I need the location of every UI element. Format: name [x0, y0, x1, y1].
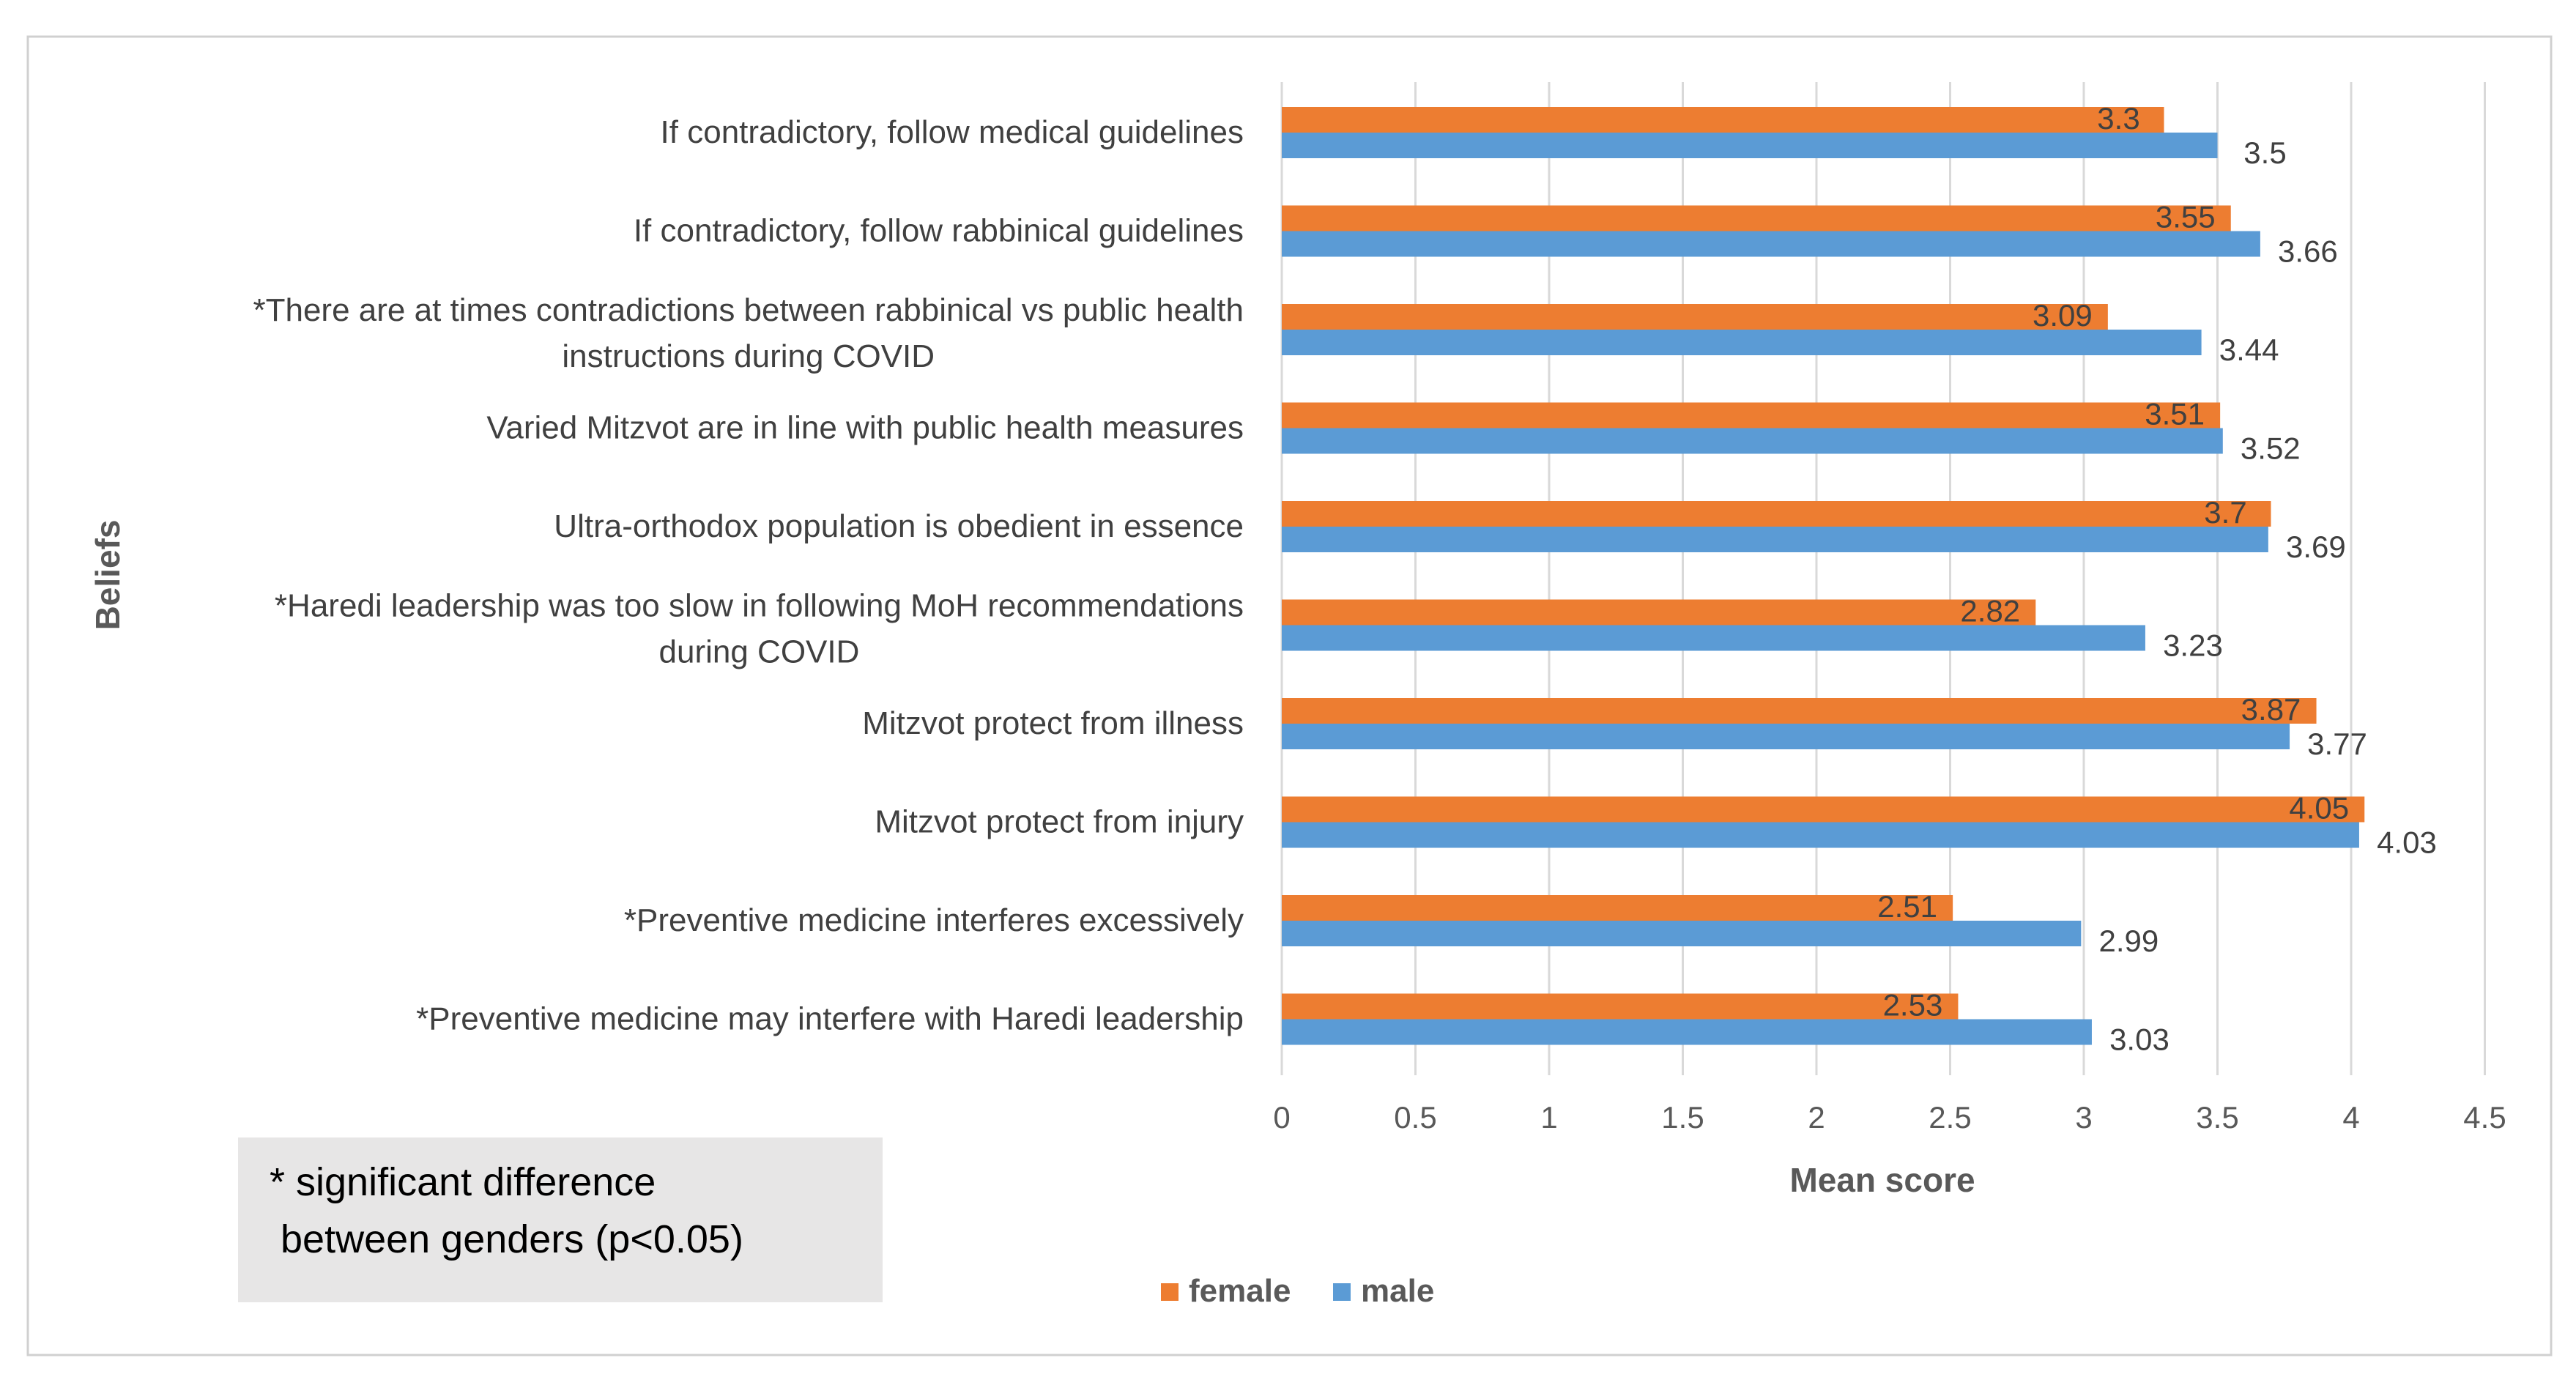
bar-male [1282, 822, 2359, 848]
bars [1282, 107, 2365, 1045]
data-label-male: 3.77 [2307, 727, 2367, 761]
category-label: *Preventive medicine interferes excessiv… [624, 902, 1244, 938]
data-label-male: 2.99 [2098, 924, 2159, 958]
bar-female [1282, 304, 2108, 330]
category-label-line: during COVID [659, 634, 860, 670]
category-label-line: *Haredi leadership was too slow in follo… [275, 588, 1244, 624]
x-tick-label: 3 [2075, 1100, 2092, 1135]
category-label: Varied Mitzvot are in line with public h… [486, 410, 1244, 446]
legend-swatch-male [1333, 1283, 1351, 1301]
bar-male [1282, 625, 2145, 651]
x-axis-title: Mean score [1789, 1161, 1975, 1199]
x-tick-label: 0.5 [1394, 1100, 1436, 1135]
data-label-female: 3.87 [2241, 692, 2301, 727]
category-label-line: instructions during COVID [562, 338, 935, 374]
category-label: *Preventive medicine may interfere with … [416, 1001, 1244, 1037]
category-labels: If contradictory, follow medical guideli… [253, 114, 1244, 1037]
category-label: Mitzvot protect from illness [862, 705, 1244, 741]
data-label-female: 3.55 [2156, 200, 2216, 234]
bar-female [1282, 993, 1959, 1020]
category-label: *There are at times contradictions betwe… [253, 292, 1244, 374]
x-tick-label: 0 [1273, 1100, 1290, 1135]
bar-male [1282, 527, 2268, 552]
bar-male [1282, 330, 2202, 355]
legend: female male [1161, 1273, 1434, 1309]
category-label: *Haredi leadership was too slow in follo… [275, 588, 1244, 670]
bar-male [1282, 724, 2290, 749]
data-label-male: 3.03 [2109, 1022, 2169, 1057]
note-background [238, 1137, 883, 1302]
bar-male [1282, 231, 2260, 257]
data-label-male: 3.52 [2241, 431, 2301, 466]
x-tick-label: 3.5 [2196, 1100, 2238, 1135]
data-label-female: 3.09 [2033, 298, 2093, 333]
category-label: If contradictory, follow medical guideli… [661, 114, 1244, 150]
bar-female [1282, 895, 1953, 921]
data-label-female: 4.05 [2289, 791, 2349, 825]
legend-swatch-female [1161, 1283, 1178, 1301]
note-line-1: * significant difference [270, 1160, 656, 1204]
x-tick-label: 4.5 [2463, 1100, 2506, 1135]
x-tick-label: 4 [2342, 1100, 2359, 1135]
data-label-male: 3.5 [2243, 136, 2286, 170]
bar-female [1282, 205, 2231, 231]
category-label: If contradictory, follow rabbinical guid… [634, 213, 1244, 249]
data-labels: 3.3 3.5 3.55 3.66 3.09 3.44 3.51 3.52 3.7 3.69 2.8… [1877, 101, 2437, 1057]
x-tick-label: 1 [1540, 1100, 1557, 1135]
legend-label-female: female [1189, 1273, 1291, 1309]
data-label-male: 4.03 [2377, 825, 2437, 860]
note-line-2: between genders (p<0.05) [270, 1217, 743, 1261]
bar-female [1282, 107, 2164, 133]
bar-male [1282, 133, 2218, 158]
x-tick-label: 1.5 [1661, 1100, 1704, 1135]
x-tick-label: 2 [1808, 1100, 1825, 1135]
bar-female [1282, 501, 2271, 527]
bar-female [1282, 698, 2317, 724]
category-label-line: *There are at times contradictions betwe… [253, 292, 1244, 328]
data-label-male: 3.69 [2286, 530, 2346, 564]
bar-female [1282, 402, 2221, 428]
data-label-female: 3.51 [2145, 397, 2205, 431]
data-label-male: 3.44 [2219, 333, 2279, 367]
data-label-female: 2.82 [1960, 594, 2020, 628]
category-label: Mitzvot protect from injury [875, 804, 1244, 840]
bar-female [1282, 796, 2365, 823]
bar-male [1282, 921, 2082, 946]
data-label-male: 3.23 [2163, 628, 2223, 663]
x-tick-labels: 0 0.5 1 1.5 2 2.5 3 3.5 4 4.5 [1273, 1100, 2506, 1135]
data-label-female: 2.51 [1877, 889, 1937, 924]
data-label-male: 3.66 [2278, 234, 2338, 269]
note-box: * significant difference between genders… [238, 1137, 883, 1302]
bar-male [1282, 428, 2223, 454]
data-label-female: 3.7 [2204, 495, 2246, 530]
x-tick-label: 2.5 [1929, 1100, 1971, 1135]
data-label-female: 2.53 [1883, 988, 1943, 1022]
bar-male [1282, 1019, 2092, 1045]
category-label: Ultra-orthodox population is obedient in… [554, 508, 1244, 544]
data-label-female: 3.3 [2097, 101, 2139, 136]
y-axis-title: Beliefs [89, 520, 127, 631]
bar-female [1282, 599, 2036, 626]
legend-label-male: male [1361, 1273, 1434, 1309]
